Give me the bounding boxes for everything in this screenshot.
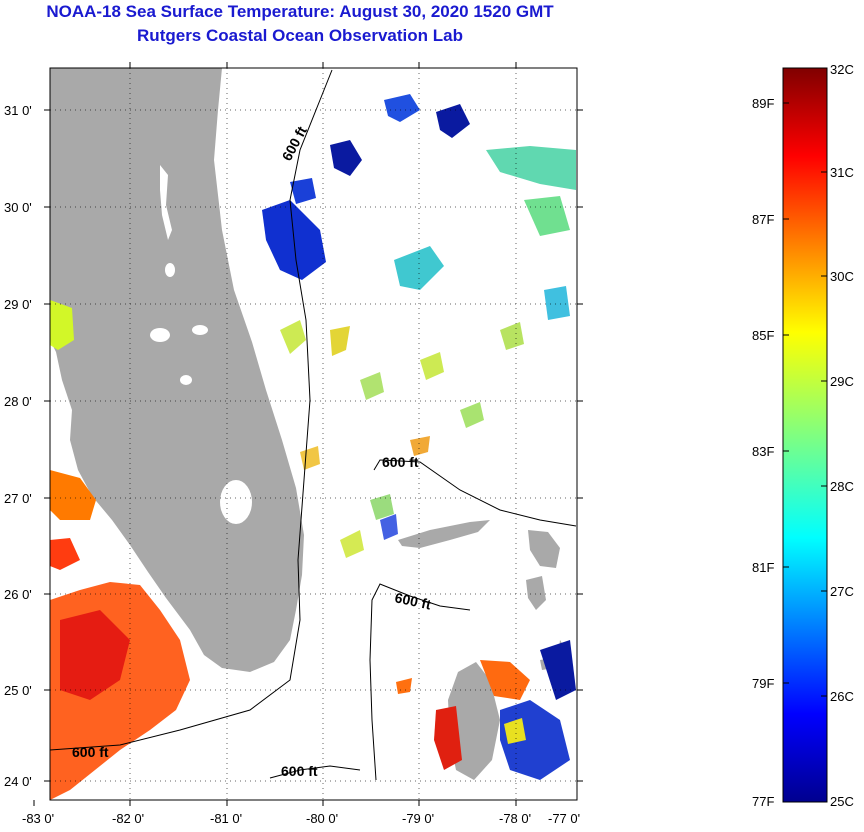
colorbar-f-label: 77F bbox=[752, 794, 774, 809]
colorbar-f-label: 83F bbox=[752, 444, 774, 459]
colorbar-c-label: 27C bbox=[830, 584, 854, 599]
colorbar-f-label: 85F bbox=[752, 328, 774, 343]
contour-600ft-bahamas-south bbox=[369, 583, 471, 781]
sst-patch-atlantic-navy bbox=[436, 104, 470, 138]
colorbar-f-label: 81F bbox=[752, 560, 774, 575]
colorbar-c-label: 31C bbox=[830, 165, 854, 180]
contour-label: 600 ft bbox=[382, 454, 419, 470]
lake bbox=[150, 328, 170, 342]
sst-patch-bahamas-yellow bbox=[504, 718, 526, 744]
sst-streak bbox=[340, 530, 364, 558]
sst-patch-gulf-red2 bbox=[50, 538, 80, 570]
colorbar-c-label: 28C bbox=[830, 479, 854, 494]
colorbar-f-label: 87F bbox=[752, 212, 774, 227]
contour-600ft-bahamas bbox=[373, 459, 577, 527]
contour-600ft-straits bbox=[269, 765, 361, 779]
sst-patch-bahamas-orange bbox=[480, 660, 530, 700]
contour-label: 600 ft bbox=[72, 744, 109, 760]
lat-label: 29 0' bbox=[4, 297, 32, 312]
sst-patch-gulf-red bbox=[60, 610, 130, 700]
sst-streak bbox=[410, 436, 430, 456]
lon-label: -80 0' bbox=[306, 811, 338, 826]
sst-patch-atlantic-navy bbox=[330, 140, 362, 176]
sst-streak bbox=[280, 320, 306, 354]
sst-streak bbox=[420, 352, 444, 380]
sst-patch-gulf-orange bbox=[50, 470, 96, 520]
bahamas-island bbox=[526, 576, 546, 610]
sst-patch-atlantic-blue bbox=[290, 178, 316, 204]
colorbar-f-label: 89F bbox=[752, 96, 774, 111]
sst-patch-bahamas-navy bbox=[540, 640, 576, 700]
lake bbox=[165, 263, 175, 277]
lon-label: -81 0' bbox=[210, 811, 242, 826]
sst-streak bbox=[500, 322, 524, 350]
colorbar-c-label: 26C bbox=[830, 689, 854, 704]
sst-patch-atlantic-blue bbox=[384, 94, 420, 122]
sst-patch-atlantic-green bbox=[524, 196, 570, 236]
contour-600ft-east-florida bbox=[50, 69, 333, 751]
sst-streak bbox=[380, 514, 398, 540]
contour-label: 600 ft bbox=[393, 589, 432, 612]
lat-label: 31 0' bbox=[4, 103, 32, 118]
lat-label: 30 0' bbox=[4, 200, 32, 215]
contour-label: 600 ft bbox=[281, 763, 318, 779]
lake-okeechobee bbox=[220, 480, 252, 524]
sst-patch-atlantic-cyan bbox=[486, 146, 576, 190]
grand-bahama-island bbox=[398, 520, 490, 548]
sst-streak bbox=[360, 372, 384, 400]
lon-label: -82 0' bbox=[112, 811, 144, 826]
map-frame bbox=[49, 67, 578, 801]
sst-patch-atlantic-green bbox=[544, 286, 570, 320]
lake bbox=[192, 325, 208, 335]
colorbar-f-label: 79F bbox=[752, 676, 774, 691]
river bbox=[160, 165, 172, 240]
lon-label: -77 0' bbox=[548, 811, 580, 826]
chart-subtitle: Rutgers Coastal Ocean Observation Lab bbox=[137, 26, 463, 45]
colorbar-c-label: 25C bbox=[830, 794, 854, 809]
colorbar-ticks bbox=[783, 102, 827, 697]
sst-streak bbox=[370, 494, 394, 520]
lon-label: -78 0' bbox=[499, 811, 531, 826]
lat-label: 25 0' bbox=[4, 683, 32, 698]
colorbar-c-label: 30C bbox=[830, 269, 854, 284]
lat-label: 24 0' bbox=[4, 774, 32, 789]
sst-patch-gulf-yellow bbox=[50, 300, 74, 350]
lat-label: 28 0' bbox=[4, 394, 32, 409]
graticule bbox=[50, 68, 577, 800]
andros-island bbox=[448, 662, 500, 780]
axis-ticks bbox=[33, 62, 583, 806]
sst-patch-bahamas-red bbox=[434, 706, 462, 770]
lat-label: 27 0' bbox=[4, 491, 32, 506]
lat-label: 26 0' bbox=[4, 587, 32, 602]
colorbar bbox=[782, 67, 828, 803]
lon-label: -79 0' bbox=[402, 811, 434, 826]
chart-title: NOAA-18 Sea Surface Temperature: August … bbox=[46, 2, 554, 21]
lon-label: -83 0' bbox=[22, 811, 54, 826]
sst-streak bbox=[460, 402, 484, 428]
colorbar-c-label: 32C bbox=[830, 62, 854, 77]
colorbar-c-label: 29C bbox=[830, 374, 854, 389]
sst-streak bbox=[330, 326, 350, 356]
lake bbox=[180, 375, 192, 385]
abaco-islands bbox=[528, 530, 560, 568]
